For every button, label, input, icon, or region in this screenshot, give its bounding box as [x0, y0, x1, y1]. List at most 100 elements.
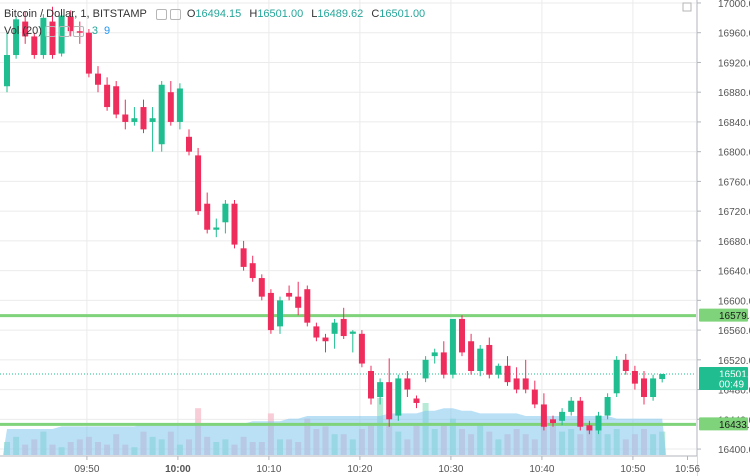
- candle[interactable]: [586, 420, 593, 435]
- x-tick-label: 10:40: [529, 464, 554, 475]
- candle[interactable]: [604, 393, 611, 420]
- candle[interactable]: [149, 107, 156, 152]
- candle[interactable]: [504, 356, 511, 386]
- candle[interactable]: [313, 322, 320, 342]
- hide-volume-icon[interactable]: [44, 25, 56, 37]
- candle[interactable]: [422, 356, 429, 383]
- candle[interactable]: [113, 81, 120, 119]
- hide-series-icon[interactable]: [155, 8, 167, 20]
- candle-body: [322, 337, 329, 342]
- candle[interactable]: [58, 11, 65, 57]
- candle[interactable]: [67, 10, 74, 37]
- x-tick-label: 09:50: [74, 464, 99, 475]
- candle[interactable]: [650, 374, 657, 401]
- candle[interactable]: [258, 274, 265, 301]
- candle[interactable]: [195, 147, 202, 215]
- candle[interactable]: [477, 344, 484, 377]
- candle[interactable]: [522, 359, 529, 394]
- candle-body: [577, 400, 584, 427]
- high-value: 16501.00: [257, 8, 304, 20]
- candle[interactable]: [468, 333, 475, 375]
- candle[interactable]: [231, 199, 238, 249]
- settings-icon[interactable]: [169, 8, 181, 20]
- candle[interactable]: [322, 333, 329, 353]
- candle[interactable]: [331, 318, 338, 349]
- candle[interactable]: [449, 318, 456, 379]
- candle[interactable]: [267, 289, 274, 334]
- close-label: C: [371, 8, 380, 20]
- candle[interactable]: [513, 367, 520, 394]
- volume-settings-icon[interactable]: [58, 25, 70, 37]
- candle[interactable]: [286, 285, 293, 301]
- candle[interactable]: [641, 370, 647, 405]
- y-tick-label: 16800.00: [718, 148, 750, 159]
- candle[interactable]: [413, 395, 420, 409]
- candle[interactable]: [49, 6, 56, 59]
- candle[interactable]: [176, 83, 183, 130]
- candle[interactable]: [95, 66, 101, 93]
- candle[interactable]: [104, 77, 111, 111]
- candle[interactable]: [85, 28, 92, 78]
- candle[interactable]: [459, 315, 465, 357]
- candle[interactable]: [395, 374, 402, 421]
- candle[interactable]: [540, 393, 547, 431]
- price-tag-bg: [699, 417, 748, 431]
- candle[interactable]: [213, 218, 220, 238]
- candle[interactable]: [531, 380, 538, 409]
- price-axis[interactable]: 17000.00 16960.00 16920.00 16880.00 16840.00…: [696, 0, 750, 476]
- candle[interactable]: [158, 81, 165, 152]
- candle[interactable]: [22, 11, 29, 44]
- candle[interactable]: [249, 255, 256, 282]
- candle[interactable]: [167, 81, 174, 126]
- candle[interactable]: [204, 192, 211, 234]
- candle[interactable]: [622, 353, 629, 375]
- candle[interactable]: [4, 32, 10, 93]
- candle[interactable]: [340, 307, 347, 340]
- candle[interactable]: [13, 16, 20, 59]
- candle[interactable]: [486, 337, 493, 379]
- candle-body: [140, 107, 147, 130]
- candle[interactable]: [659, 373, 666, 383]
- candle[interactable]: [440, 341, 447, 379]
- time-axis[interactable]: 09:50 10:00 10:10 10:20 10:30 10:40 10:50 10:56: [0, 455, 700, 476]
- candle[interactable]: [186, 129, 192, 156]
- candle[interactable]: [368, 365, 374, 405]
- candle[interactable]: [577, 397, 584, 431]
- candle[interactable]: [358, 330, 365, 368]
- low-label: L: [311, 8, 318, 20]
- candle[interactable]: [495, 363, 502, 379]
- maximize-icon[interactable]: [682, 2, 692, 12]
- candle[interactable]: [404, 370, 411, 398]
- candle[interactable]: [304, 285, 311, 327]
- candle[interactable]: [222, 199, 229, 234]
- x-tick-label: 10:30: [438, 464, 463, 475]
- candle[interactable]: [613, 356, 620, 398]
- candle[interactable]: [349, 330, 356, 353]
- candle-body: [395, 378, 402, 416]
- candle[interactable]: [240, 240, 247, 271]
- price-tag-label: 16501.00: [719, 369, 750, 380]
- price-axis-bg: [697, 0, 750, 476]
- candle-body: [258, 278, 265, 297]
- candle[interactable]: [559, 408, 566, 426]
- candle[interactable]: [31, 32, 38, 59]
- candle[interactable]: [631, 365, 638, 390]
- candle[interactable]: [76, 21, 83, 44]
- candle-body: [586, 425, 593, 431]
- candle[interactable]: [386, 358, 393, 427]
- candle[interactable]: [550, 415, 556, 427]
- close-volume-icon[interactable]: [72, 25, 84, 37]
- candle[interactable]: [40, 14, 47, 59]
- candle[interactable]: [431, 348, 438, 364]
- candle[interactable]: [131, 107, 138, 126]
- candle[interactable]: [277, 296, 283, 334]
- candle-body: [267, 292, 274, 331]
- candle[interactable]: [122, 99, 129, 130]
- candle[interactable]: [140, 99, 147, 134]
- candle[interactable]: [595, 411, 602, 435]
- candle[interactable]: [568, 397, 575, 416]
- candle[interactable]: [295, 281, 302, 316]
- candle[interactable]: [377, 378, 384, 405]
- candle-body: [95, 73, 101, 85]
